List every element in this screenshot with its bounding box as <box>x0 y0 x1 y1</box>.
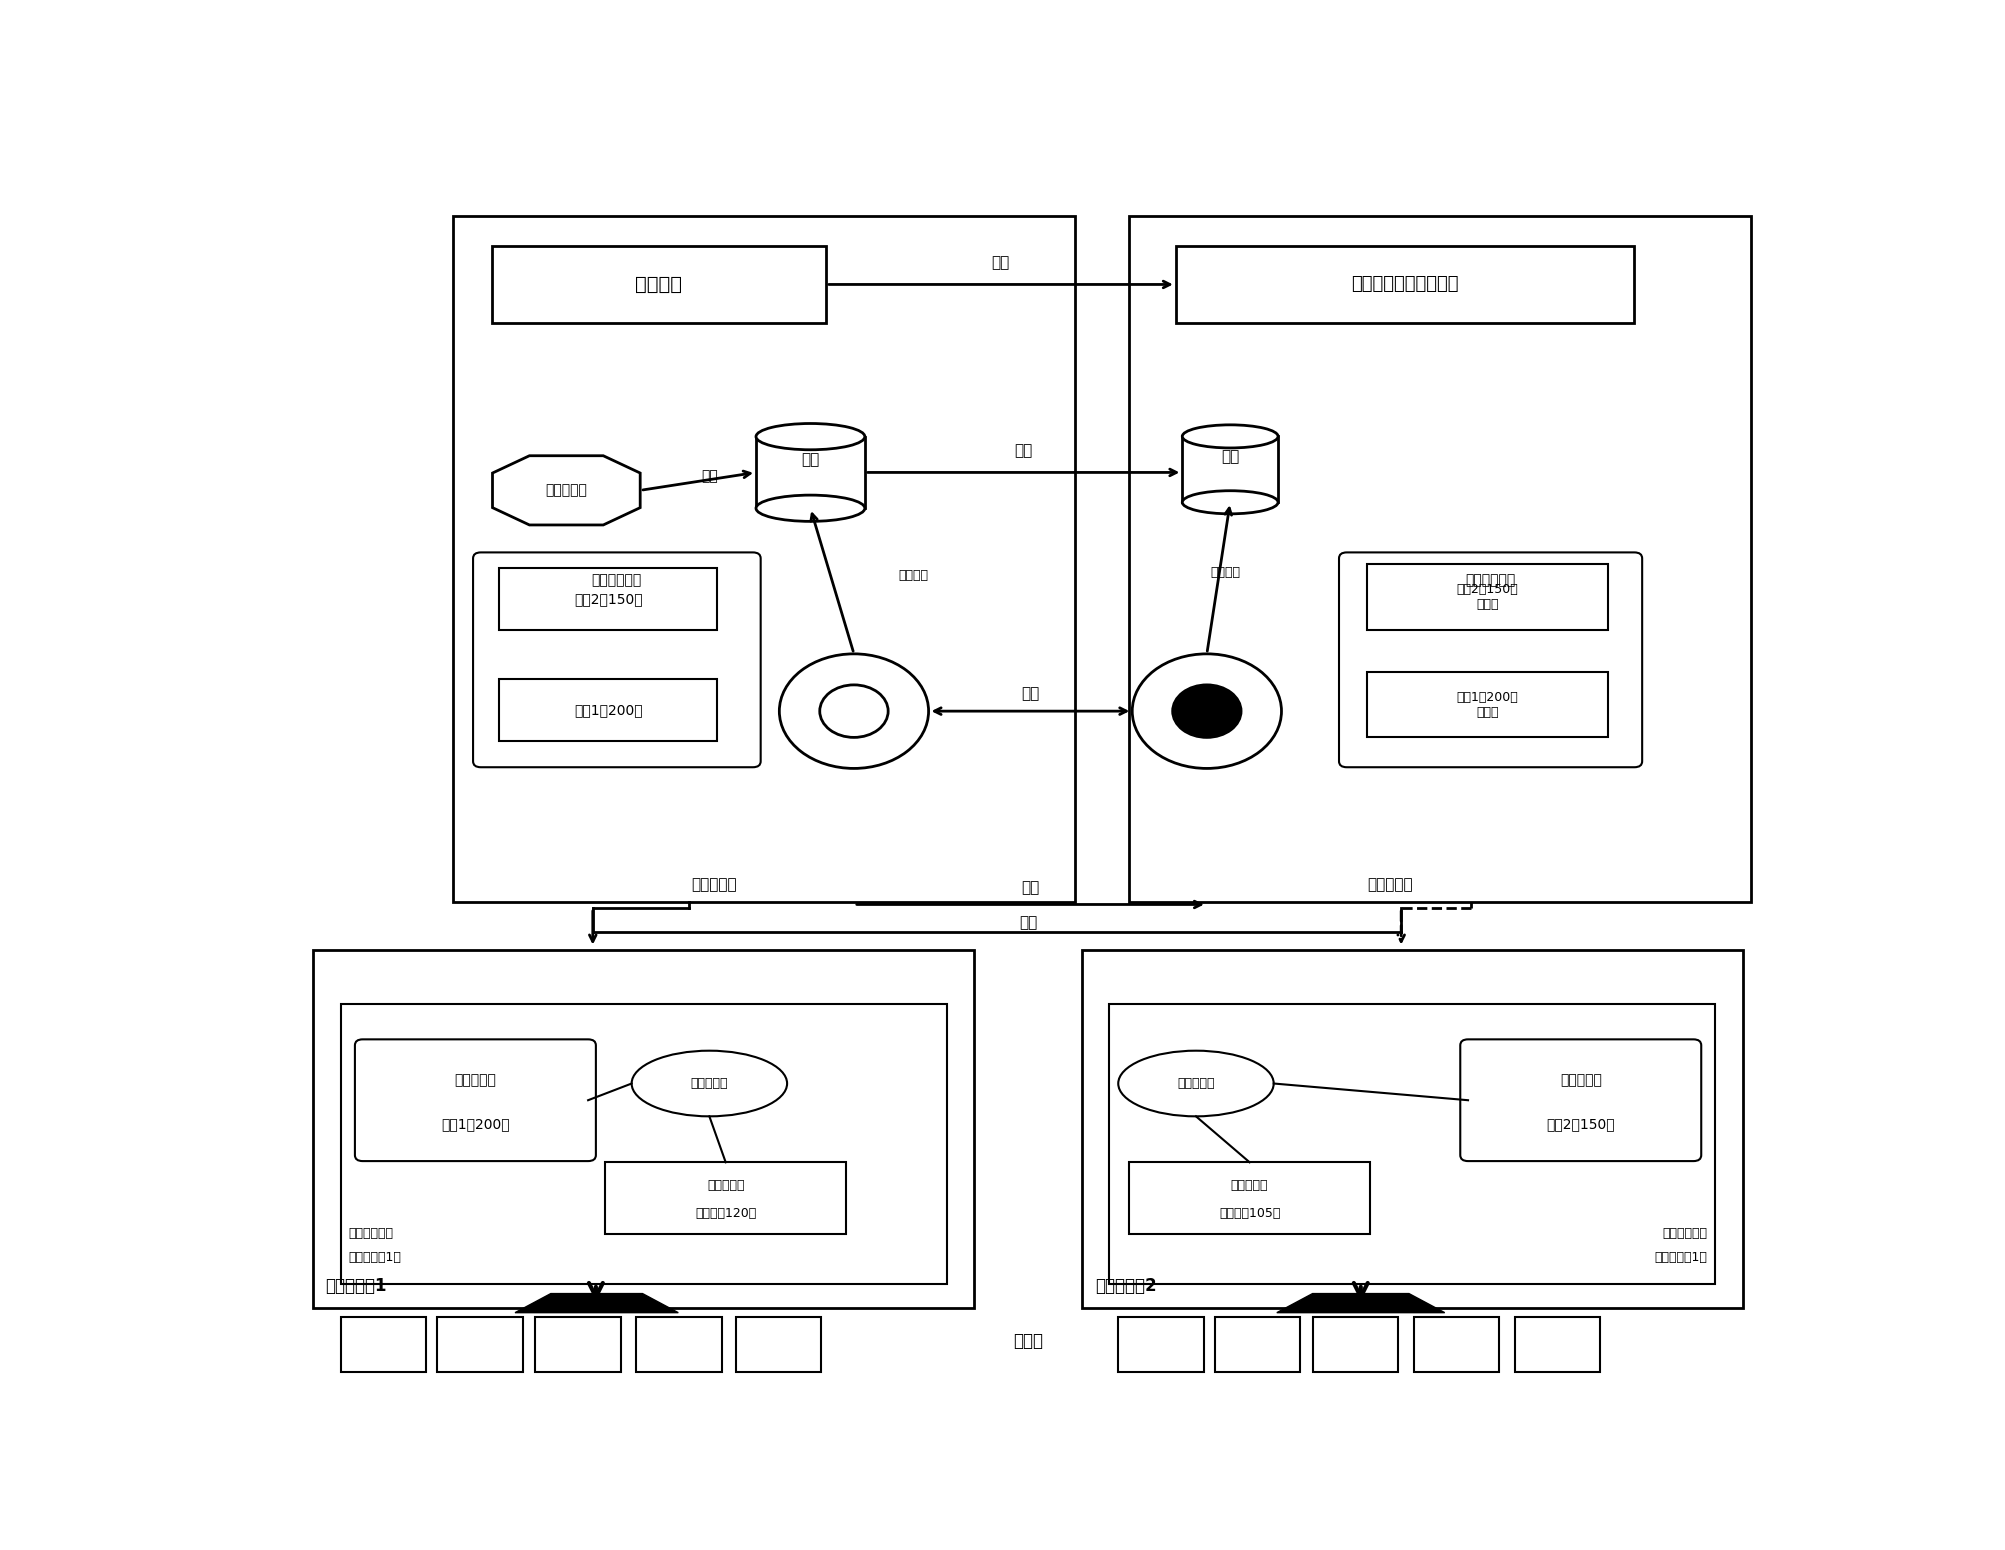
Text: 日志: 日志 <box>800 451 820 467</box>
FancyBboxPatch shape <box>1460 1040 1700 1161</box>
Text: 实例1（200）
有效期: 实例1（200） 有效期 <box>1456 691 1518 719</box>
Polygon shape <box>1277 1294 1444 1313</box>
Text: 实例2（150）: 实例2（150） <box>573 592 642 606</box>
Circle shape <box>780 654 928 769</box>
Text: 创建: 创建 <box>990 256 1009 271</box>
FancyBboxPatch shape <box>636 1318 722 1372</box>
Text: 访问计数器: 访问计数器 <box>706 1178 744 1192</box>
Polygon shape <box>493 456 640 525</box>
Text: 同步: 同步 <box>1019 914 1037 930</box>
Ellipse shape <box>756 494 864 521</box>
Text: 许可分配服务: 许可分配服务 <box>591 574 642 587</box>
FancyBboxPatch shape <box>606 1162 846 1234</box>
Circle shape <box>820 685 888 738</box>
Text: （应用实例1）: （应用实例1） <box>349 1251 401 1265</box>
Text: 同步: 同步 <box>1021 880 1039 896</box>
FancyBboxPatch shape <box>473 552 760 767</box>
Text: 备份许可证（有效期）: 备份许可证（有效期） <box>1351 276 1458 293</box>
FancyBboxPatch shape <box>341 1003 946 1283</box>
Text: 动态许可证: 动态许可证 <box>455 1074 495 1088</box>
Text: 动态许可证: 动态许可证 <box>1560 1074 1600 1088</box>
Text: 实例1（200）: 实例1（200） <box>573 704 642 718</box>
Text: 访问控制器: 访问控制器 <box>690 1077 728 1090</box>
Polygon shape <box>1181 437 1277 502</box>
FancyBboxPatch shape <box>1339 552 1642 767</box>
FancyBboxPatch shape <box>341 1318 427 1372</box>
Text: 状态控制: 状态控制 <box>1209 566 1239 578</box>
FancyBboxPatch shape <box>535 1318 620 1372</box>
FancyBboxPatch shape <box>1414 1318 1498 1372</box>
Text: 许可控制服务: 许可控制服务 <box>1662 1228 1706 1240</box>
Text: 检测: 检测 <box>702 470 718 484</box>
FancyBboxPatch shape <box>1311 1318 1397 1372</box>
Text: 应用服务器2: 应用服务器2 <box>1095 1277 1157 1296</box>
FancyBboxPatch shape <box>1365 564 1608 629</box>
Text: 访问计数器: 访问计数器 <box>1231 1178 1267 1192</box>
FancyBboxPatch shape <box>313 950 972 1308</box>
Circle shape <box>1131 654 1281 769</box>
Text: 许可分配服务: 许可分配服务 <box>1466 574 1516 587</box>
FancyBboxPatch shape <box>1175 245 1634 324</box>
Text: 主许可服务: 主许可服务 <box>692 877 736 891</box>
Text: 状态控制: 状态控制 <box>898 569 928 581</box>
FancyBboxPatch shape <box>1117 1318 1203 1372</box>
Text: 许可控制服务: 许可控制服务 <box>349 1228 393 1240</box>
FancyBboxPatch shape <box>437 1318 523 1372</box>
Ellipse shape <box>632 1051 786 1116</box>
FancyBboxPatch shape <box>736 1318 820 1372</box>
Text: 访问控制器: 访问控制器 <box>1177 1077 1215 1090</box>
FancyBboxPatch shape <box>499 567 718 629</box>
Text: （当前：105）: （当前：105） <box>1219 1207 1279 1220</box>
FancyBboxPatch shape <box>1215 1318 1299 1372</box>
Ellipse shape <box>1117 1051 1273 1116</box>
Text: 主许可证: 主许可证 <box>636 274 682 294</box>
Text: （应用实例1）: （应用实例1） <box>1654 1251 1706 1265</box>
FancyBboxPatch shape <box>499 679 718 741</box>
Text: （当前：120）: （当前：120） <box>694 1207 756 1220</box>
Text: 日志: 日志 <box>1221 448 1239 463</box>
Polygon shape <box>515 1294 678 1313</box>
FancyBboxPatch shape <box>1514 1318 1600 1372</box>
Text: 同步: 同步 <box>1015 443 1033 459</box>
Text: 备许可服务: 备许可服务 <box>1367 877 1412 891</box>
Text: 实例2（150）: 实例2（150） <box>1546 1118 1614 1132</box>
FancyBboxPatch shape <box>355 1040 595 1161</box>
Text: 控制: 控制 <box>1021 685 1039 701</box>
Polygon shape <box>756 437 864 508</box>
FancyBboxPatch shape <box>453 215 1075 902</box>
FancyBboxPatch shape <box>1109 1003 1714 1283</box>
Text: 应用服务器1: 应用服务器1 <box>325 1277 387 1296</box>
FancyBboxPatch shape <box>1083 950 1742 1308</box>
Ellipse shape <box>756 423 864 450</box>
Circle shape <box>1173 685 1241 738</box>
Text: 实例2（150）
有效期: 实例2（150） 有效期 <box>1456 583 1518 611</box>
Text: 客户端: 客户端 <box>1013 1333 1043 1350</box>
Ellipse shape <box>1181 425 1277 448</box>
Text: 实例1（200）: 实例1（200） <box>441 1118 509 1132</box>
Text: 行为检测器: 行为检测器 <box>545 484 587 498</box>
FancyBboxPatch shape <box>1365 671 1608 738</box>
FancyBboxPatch shape <box>1129 215 1750 902</box>
Ellipse shape <box>1181 491 1277 515</box>
FancyBboxPatch shape <box>1129 1162 1369 1234</box>
FancyBboxPatch shape <box>491 245 826 324</box>
